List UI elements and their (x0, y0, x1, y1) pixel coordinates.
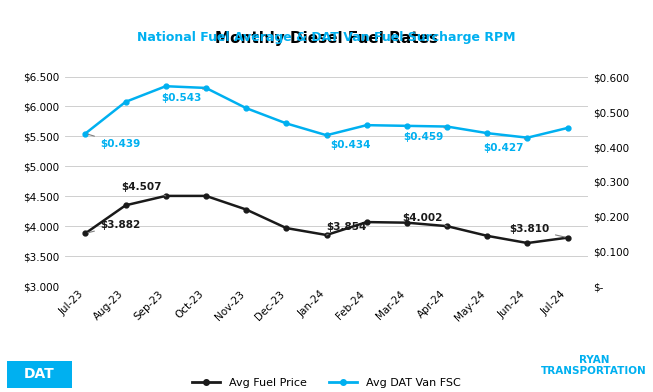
Text: $3.810: $3.810 (510, 224, 565, 237)
Text: DAT: DAT (24, 367, 55, 381)
Avg Fuel Price (121, 203, 129, 208)
Text: $4.507: $4.507 (121, 182, 166, 196)
Text: National Fuel Average & DAT Van Fuel Surcharge RPM: National Fuel Average & DAT Van Fuel Sur… (137, 31, 516, 44)
Avg DAT Van FSC (524, 135, 532, 140)
Avg DAT Van FSC (82, 131, 89, 136)
Line: Avg DAT Van FSC: Avg DAT Van FSC (83, 84, 570, 140)
Line: Avg Fuel Price: Avg Fuel Price (83, 194, 570, 245)
Text: $0.427: $0.427 (483, 139, 525, 153)
Legend: Avg Fuel Price, Avg DAT Van FSC: Avg Fuel Price, Avg DAT Van FSC (188, 374, 465, 392)
Text: $0.543: $0.543 (161, 89, 203, 103)
Text: $3.854: $3.854 (326, 221, 367, 235)
Avg Fuel Price (363, 220, 371, 225)
Avg Fuel Price (443, 224, 451, 229)
Avg DAT Van FSC (403, 123, 411, 128)
Avg Fuel Price (483, 234, 491, 238)
Avg Fuel Price (82, 231, 89, 236)
Title: Monthly Diesel Fuel Rates: Monthly Diesel Fuel Rates (215, 31, 438, 46)
Avg DAT Van FSC (162, 84, 170, 89)
Avg Fuel Price (202, 194, 210, 198)
Avg Fuel Price (524, 241, 532, 245)
Avg Fuel Price (282, 226, 290, 230)
Text: $0.459: $0.459 (403, 128, 445, 142)
Avg DAT Van FSC (564, 125, 571, 130)
Text: $0.439: $0.439 (88, 134, 140, 149)
Avg DAT Van FSC (483, 131, 491, 136)
Text: $0.434: $0.434 (329, 136, 371, 151)
Avg DAT Van FSC (363, 123, 371, 127)
Avg DAT Van FSC (323, 133, 330, 138)
Avg Fuel Price (564, 235, 571, 240)
Avg DAT Van FSC (443, 124, 451, 129)
Avg Fuel Price (162, 194, 170, 198)
Avg Fuel Price (403, 220, 411, 225)
Text: RYAN
TRANSPORTATION: RYAN TRANSPORTATION (541, 355, 647, 376)
Text: $3.882: $3.882 (88, 220, 140, 233)
Avg DAT Van FSC (121, 100, 129, 104)
Avg Fuel Price (242, 207, 250, 212)
Avg DAT Van FSC (282, 121, 290, 126)
Avg DAT Van FSC (242, 106, 250, 111)
Avg DAT Van FSC (202, 85, 210, 90)
Text: $4.002: $4.002 (403, 213, 447, 226)
Avg Fuel Price (323, 233, 330, 238)
